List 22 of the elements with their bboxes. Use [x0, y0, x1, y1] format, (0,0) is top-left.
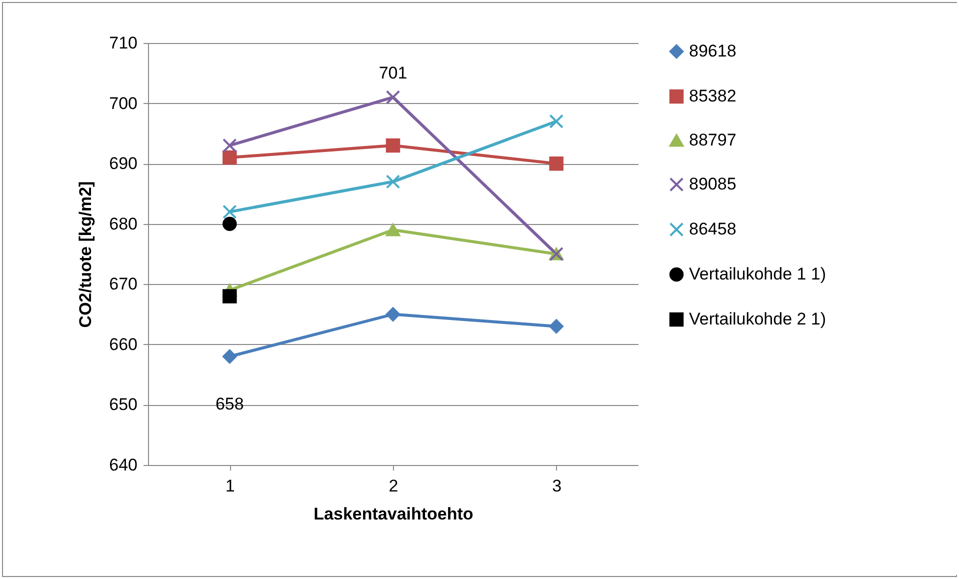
legend-label: Vertailukohde 2 1): [689, 310, 826, 328]
x-tick-label: 3: [552, 476, 562, 496]
legend-label: 89085: [689, 174, 736, 194]
legend-label: 89618: [689, 42, 736, 60]
y-tick-label: 640: [109, 456, 138, 474]
y-tick-label: 700: [109, 94, 138, 113]
y-tick-label: 690: [109, 154, 138, 174]
legend-label: 85382: [689, 86, 736, 106]
legend-label: Vertailukohde 1 1): [689, 264, 826, 284]
y-tick-label: 670: [109, 274, 138, 294]
x-axis-title: Laskentavaihtoehto: [314, 504, 474, 524]
legend-label: 88797: [689, 130, 736, 150]
y-tick-label: 650: [109, 395, 138, 414]
x-tick-label: 1: [225, 476, 235, 496]
y-axis-title: CO2/tuote [kg/m2]: [76, 181, 96, 328]
legend-label: 86458: [689, 220, 736, 238]
y-tick-label: 660: [109, 334, 138, 354]
annotation: 658: [215, 394, 244, 414]
annotation: 701: [378, 63, 408, 82]
y-tick-label: 710: [109, 34, 138, 52]
y-tick-label: 680: [109, 214, 138, 234]
x-tick-label: 2: [388, 476, 398, 496]
